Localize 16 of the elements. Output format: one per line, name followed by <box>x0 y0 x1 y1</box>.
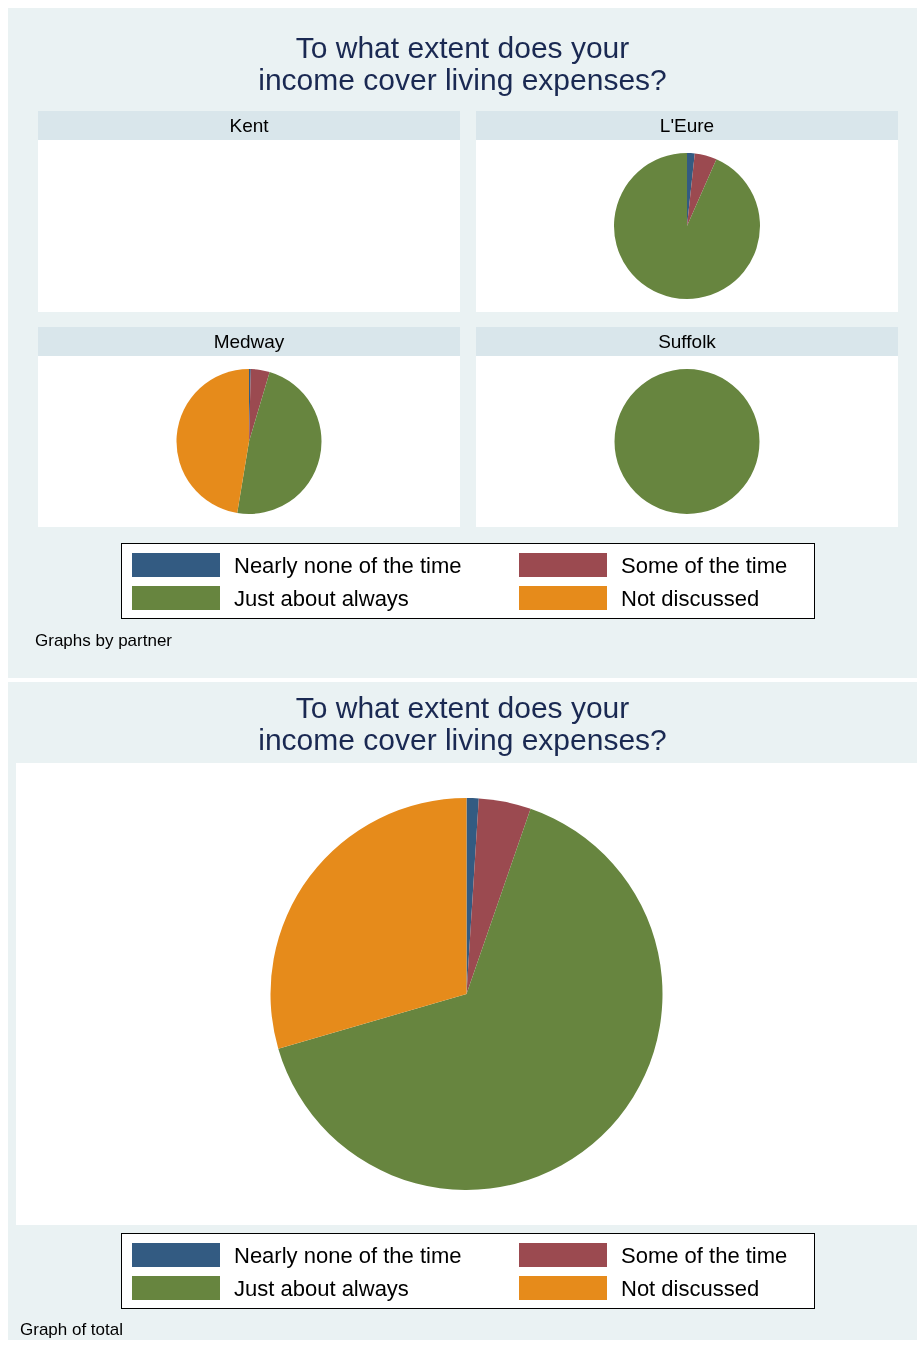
legend-label: Nearly none of the time <box>234 553 462 579</box>
chart-subtitle: L'Eure <box>476 111 898 140</box>
chart-title: To what extent does your income cover living expenses? <box>257 691 668 756</box>
text: To what extent does your income cover living expenses? <box>257 31 668 96</box>
legend-label: Just about always <box>234 1276 409 1302</box>
text: Kent <box>38 111 460 140</box>
text: Graph of total <box>20 1320 124 1340</box>
legend-label: Some of the time <box>621 553 788 579</box>
legend-label: Not discussed <box>621 586 760 612</box>
text: Graphs by partner <box>35 631 173 651</box>
legend-label: Just about always <box>234 586 409 612</box>
chart-subtitle: Medway <box>38 327 460 356</box>
legend-label: Not discussed <box>621 1276 760 1302</box>
chart-subtitle: Suffolk <box>476 327 898 356</box>
legend-label: Some of the time <box>621 1243 788 1269</box>
legend-label: Nearly none of the time <box>234 1243 462 1269</box>
